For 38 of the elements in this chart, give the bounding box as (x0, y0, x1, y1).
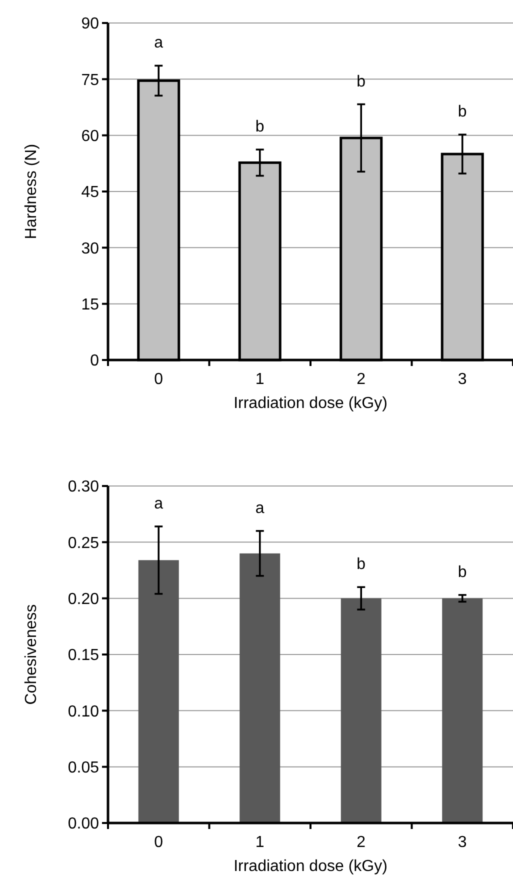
x-tick-label: 0 (154, 371, 164, 388)
annotation: b (356, 556, 366, 574)
annotation: b (458, 564, 467, 581)
y-tick-label: 0.15 (68, 647, 100, 664)
x-tick-label: 3 (458, 834, 467, 851)
x-tick-label: 2 (356, 834, 366, 851)
y-tick-label: 15 (81, 296, 100, 314)
y-tick-label: 0.25 (68, 534, 100, 552)
x-tick-label: 1 (255, 834, 264, 851)
bar (442, 598, 483, 823)
x-tick-label: 3 (458, 371, 467, 388)
annotation: a (154, 495, 164, 512)
y-tick-label: 0.30 (68, 478, 100, 496)
y-tick-label: 90 (81, 16, 100, 33)
y-tick-label: 0.20 (68, 590, 100, 608)
y-tick-label: 75 (81, 72, 100, 89)
y-axis-title: Cohesiveness (23, 604, 40, 705)
y-tick-label: 0.10 (68, 703, 100, 720)
bar (340, 598, 382, 823)
y-tick-label: 45 (81, 184, 100, 202)
annotation: a (154, 34, 164, 52)
y-tick-label: 30 (81, 240, 100, 258)
annotation: a (255, 500, 264, 517)
y-tick-label: 0.05 (68, 759, 100, 776)
y-axis-title: Hardness (N) (23, 144, 40, 240)
annotation: b (255, 118, 264, 136)
x-tick-label: 1 (255, 371, 264, 388)
y-tick-label: 0.00 (68, 816, 100, 833)
x-tick-label: 2 (356, 371, 366, 388)
x-axis-title: Irradiation dose (kGy) (234, 395, 388, 412)
bar (138, 560, 179, 823)
bar (240, 553, 280, 823)
annotation: b (458, 104, 467, 121)
y-tick-label: 60 (81, 128, 100, 145)
y-tick-label: 0 (90, 352, 100, 370)
x-tick-label: 0 (154, 834, 164, 851)
x-axis-title: Irradiation dose (kGy) (234, 858, 388, 875)
annotation: b (356, 73, 366, 90)
